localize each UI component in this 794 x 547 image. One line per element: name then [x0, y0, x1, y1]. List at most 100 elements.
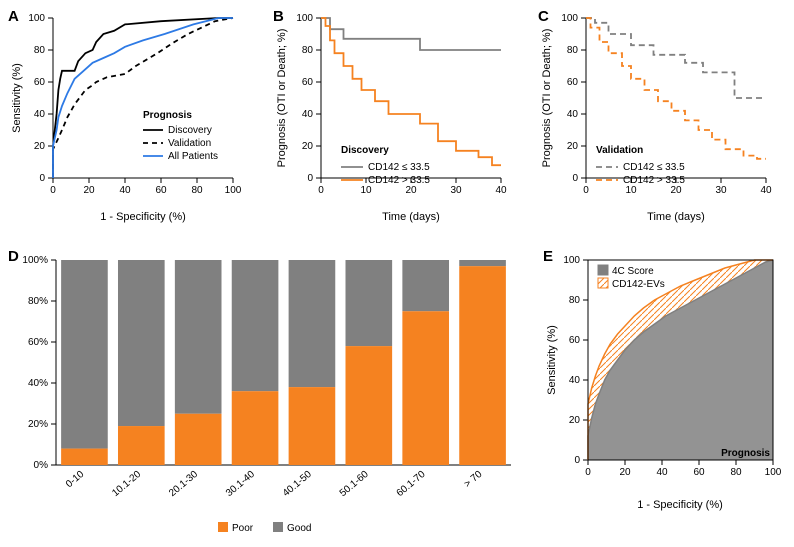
svg-text:CD142 ≤ 33.5: CD142 ≤ 33.5 [368, 162, 430, 173]
svg-text:60%: 60% [28, 337, 48, 348]
panel-a-ytitle: Sensitivity (%) [11, 63, 23, 133]
svg-text:Poor: Poor [232, 523, 254, 534]
panel-e-areas [588, 260, 773, 460]
panel-c-svg: 010203040020406080100 Validation CD142 ≤… [538, 8, 788, 233]
panel-e-legend: 4C Score CD142-EVs [598, 265, 665, 290]
panel-e-label: E [543, 248, 553, 265]
svg-text:20.1-30: 20.1-30 [167, 469, 200, 500]
svg-text:40: 40 [567, 109, 579, 120]
svg-text:20: 20 [670, 185, 682, 196]
panel-e: E 020406080100020406080100 4C ScoreCD142… [543, 248, 788, 543]
svg-text:40: 40 [34, 109, 46, 120]
svg-text:CD142-EVs: CD142-EVs [612, 279, 665, 290]
cohort-label: Validation [596, 145, 643, 156]
panel-a-xtitle: 1 - Specificity (%) [100, 211, 186, 223]
panel-c-lines [586, 18, 766, 159]
svg-text:All Patients: All Patients [168, 151, 218, 162]
svg-text:10.1-20: 10.1-20 [110, 469, 143, 500]
svg-text:60: 60 [569, 335, 581, 346]
svg-text:80: 80 [730, 467, 742, 478]
svg-text:0: 0 [50, 185, 56, 196]
figure-root: A 020406080100020406080100 Prognosis Dis… [8, 8, 786, 539]
svg-text:100: 100 [296, 13, 313, 24]
svg-text:30: 30 [715, 185, 727, 196]
svg-text:40%: 40% [28, 378, 48, 389]
svg-text:20: 20 [302, 141, 314, 152]
svg-text:80: 80 [34, 45, 46, 56]
svg-text:60: 60 [693, 467, 705, 478]
svg-text:30.1-40: 30.1-40 [224, 469, 257, 500]
panel-b-legend: Discovery CD142 ≤ 33.5 CD142 > 33.5 [341, 145, 430, 186]
svg-text:60.1-70: 60.1-70 [395, 469, 428, 500]
svg-text:100: 100 [765, 467, 782, 478]
panel-c-label: C [538, 8, 549, 25]
svg-text:Validation: Validation [168, 138, 211, 149]
svg-text:40: 40 [495, 185, 507, 196]
svg-text:0: 0 [574, 455, 580, 466]
panel-b-xtitle: Time (days) [382, 211, 440, 223]
svg-text:80: 80 [302, 45, 314, 56]
panel-e-xtitle: 1 - Specificity (%) [637, 499, 723, 511]
panel-d-label: D [8, 248, 19, 265]
svg-text:Good: Good [287, 523, 311, 534]
svg-text:0: 0 [572, 173, 578, 184]
panel-b: B 010203040020406080100 Discovery CD142 … [273, 8, 523, 238]
svg-text:40: 40 [302, 109, 314, 120]
svg-text:0: 0 [585, 467, 591, 478]
panel-a-axes: 020406080100020406080100 [28, 13, 241, 196]
svg-text:80%: 80% [28, 296, 48, 307]
svg-text:80: 80 [191, 185, 203, 196]
panel-d: D 0%20%40%60%80%100% 0-1010.1-2020.1-303… [8, 248, 538, 543]
svg-text:CD142 > 33.5: CD142 > 33.5 [368, 175, 430, 186]
panel-d-svg: 0%20%40%60%80%100% 0-1010.1-2020.1-3030.… [8, 248, 538, 538]
svg-text:40: 40 [656, 467, 668, 478]
svg-text:20: 20 [567, 141, 579, 152]
svg-text:100%: 100% [22, 255, 48, 266]
svg-text:40: 40 [569, 375, 581, 386]
panel-c-legend: Validation CD142 ≤ 33.5 CD142 > 33.5 [596, 145, 685, 186]
svg-text:80: 80 [569, 295, 581, 306]
svg-text:0: 0 [318, 185, 324, 196]
panel-b-label: B [273, 8, 284, 25]
svg-text:100: 100 [561, 13, 578, 24]
svg-text:60: 60 [567, 77, 579, 88]
svg-text:Discovery: Discovery [168, 125, 212, 136]
svg-text:20: 20 [34, 141, 46, 152]
panel-b-svg: 010203040020406080100 Discovery CD142 ≤ … [273, 8, 523, 233]
svg-text:0%: 0% [34, 460, 49, 471]
svg-text:20: 20 [405, 185, 417, 196]
svg-text:20%: 20% [28, 419, 48, 430]
svg-text:80: 80 [567, 45, 579, 56]
panel-d-legend: Poor Good [218, 522, 311, 534]
svg-text:100: 100 [563, 255, 580, 266]
panel-a: A 020406080100020406080100 Prognosis Dis… [8, 8, 258, 238]
panel-c: C 010203040020406080100 Validation CD142… [538, 8, 788, 238]
svg-text:60: 60 [302, 77, 314, 88]
svg-text:20: 20 [83, 185, 95, 196]
svg-text:100: 100 [225, 185, 242, 196]
svg-text:10: 10 [360, 185, 372, 196]
svg-text:0: 0 [39, 173, 45, 184]
svg-text:60: 60 [155, 185, 167, 196]
svg-text:CD142 > 33.5: CD142 > 33.5 [623, 175, 685, 186]
svg-text:> 70: > 70 [462, 469, 485, 490]
svg-text:60: 60 [34, 77, 46, 88]
panel-a-svg: 020406080100020406080100 Prognosis Disco… [8, 8, 258, 233]
panel-e-ytitle: Sensitivity (%) [546, 325, 558, 395]
svg-text:40: 40 [760, 185, 772, 196]
svg-text:CD142 ≤ 33.5: CD142 ≤ 33.5 [623, 162, 685, 173]
svg-text:0: 0 [583, 185, 589, 196]
svg-text:40.1-50: 40.1-50 [281, 469, 314, 500]
svg-text:20: 20 [619, 467, 631, 478]
cohort-label: Discovery [341, 145, 389, 156]
panel-a-legend: Prognosis DiscoveryValidationAll Patient… [143, 110, 218, 162]
panel-b-lines [321, 18, 501, 165]
panel-c-ytitle: Prognosis (OTI or Death; %) [541, 29, 553, 168]
svg-text:50.1-60: 50.1-60 [338, 469, 371, 500]
panel-e-svg: 020406080100020406080100 4C ScoreCD142-E… [543, 248, 788, 528]
svg-text:30: 30 [450, 185, 462, 196]
panel-b-ytitle: Prognosis (OTI or Death; %) [276, 29, 288, 168]
svg-text:4C Score: 4C Score [612, 266, 654, 277]
panel-d-bars: 0-1010.1-2020.1-3030.1-4040.1-5050.1-606… [61, 260, 506, 499]
svg-text:100: 100 [28, 13, 45, 24]
